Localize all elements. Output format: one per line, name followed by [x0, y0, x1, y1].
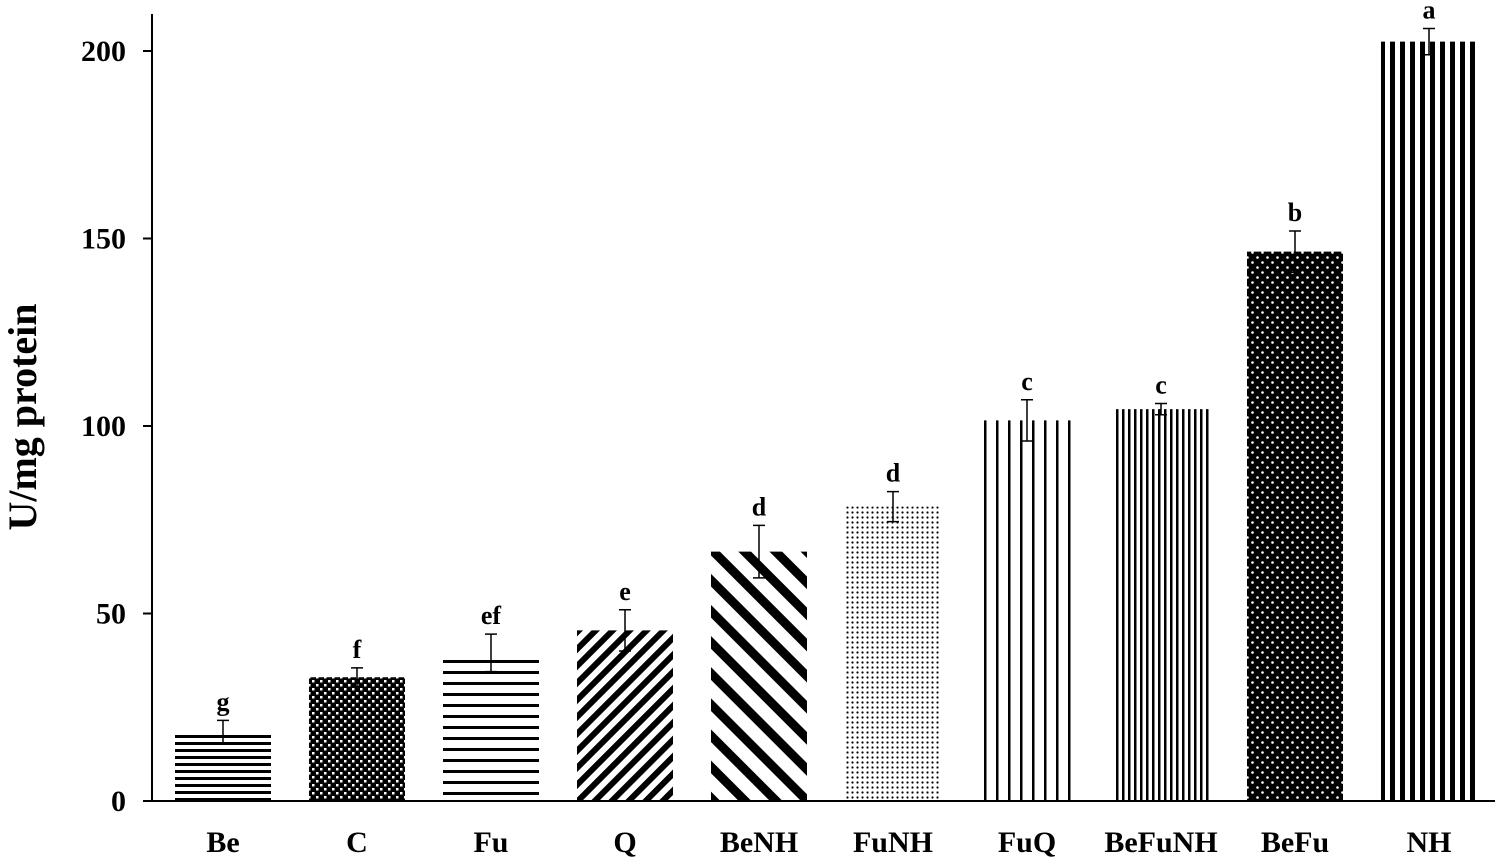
x-category-label: FuNH	[853, 826, 933, 859]
bar-c	[309, 677, 405, 801]
x-category-label: BeFuNH	[1104, 826, 1217, 859]
x-category-label: BeFu	[1261, 826, 1329, 859]
significance-letter: a	[1423, 0, 1436, 25]
significance-letter: ef	[481, 601, 502, 630]
significance-letter: f	[353, 635, 362, 664]
bar-nh	[1381, 41, 1477, 801]
significance-letter: d	[752, 492, 767, 521]
bar-fu	[443, 652, 539, 801]
significance-letter: c	[1021, 367, 1033, 396]
significance-letter: g	[217, 687, 230, 716]
y-tick-label: 100	[81, 410, 126, 443]
significance-letters-layer: g f ef e d d c c b a	[217, 0, 1436, 716]
y-ticks-layer: 0 50 100 150 200	[81, 35, 152, 818]
error-bars-layer	[217, 27, 1435, 744]
bar-benh	[711, 551, 807, 801]
bar-befu	[1247, 251, 1343, 801]
error-bar	[485, 633, 497, 673]
y-axis-title: U/mg protein	[0, 303, 45, 530]
significance-letter: b	[1288, 198, 1302, 227]
bar-funh	[845, 506, 941, 801]
bar-fuq	[979, 420, 1075, 801]
x-category-label: NH	[1407, 826, 1452, 859]
error-bar	[1423, 27, 1435, 56]
error-bar	[217, 719, 229, 744]
error-bar	[1155, 402, 1167, 416]
bar-befunh	[1113, 409, 1209, 801]
x-labels-layer: Be C Fu Q BeNH FuNH FuQ BeFuNH BeFu NH	[206, 826, 1451, 859]
x-category-label: FuQ	[998, 826, 1056, 859]
error-bar	[619, 609, 631, 652]
y-tick-label: 0	[111, 785, 126, 818]
bars-layer	[175, 41, 1477, 801]
y-tick-label: 200	[81, 35, 126, 68]
x-category-label: Be	[206, 826, 239, 859]
x-category-label: BeNH	[720, 826, 798, 859]
error-bar	[1289, 230, 1301, 273]
bar-q	[577, 630, 673, 801]
x-category-label: C	[346, 826, 368, 859]
x-category-label: Fu	[473, 826, 508, 859]
x-category-label: Q	[613, 826, 636, 859]
error-bar	[887, 490, 899, 523]
error-bar	[351, 667, 363, 688]
y-tick-label: 150	[81, 223, 126, 256]
significance-letter: e	[619, 577, 631, 606]
significance-letter: c	[1155, 371, 1167, 400]
y-tick-label: 50	[96, 598, 126, 631]
significance-letter: d	[886, 459, 901, 488]
error-bar	[753, 524, 765, 579]
error-bar	[1021, 399, 1033, 442]
